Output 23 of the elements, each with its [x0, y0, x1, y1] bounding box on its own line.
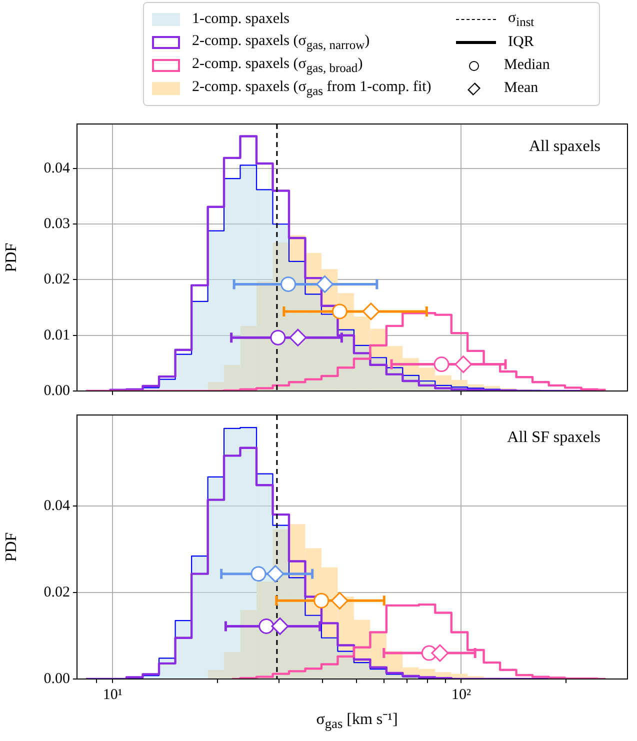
y-tick-label: 0.02 — [44, 584, 70, 600]
legend-label: 2-comp. spaxels (σ$_{gas, broad}$) — [192, 56, 363, 76]
x-tick-label: 10¹ — [102, 686, 122, 703]
text: Median — [504, 57, 550, 74]
y-tick-label: 0.03 — [44, 216, 70, 232]
y-tick-label: 0.00 — [44, 670, 70, 687]
y-tick-label: 0.02 — [44, 272, 70, 288]
text: IQR — [508, 34, 534, 51]
text: Mean — [504, 80, 538, 97]
y-axis-title: PDF — [2, 242, 20, 272]
y-tick-label: 0.00 — [44, 382, 70, 399]
y-tick-label: 0.04 — [44, 160, 70, 176]
y-tick-label: 0.01 — [44, 327, 70, 344]
legend-label: 2-comp. spaxels (σ$_{gas, narrow}$) — [192, 32, 370, 52]
legend-label: 1-comp. spaxels — [192, 11, 290, 28]
annotation: All SF spaxels — [507, 429, 600, 446]
x-axis-title: σ$_{gas}$ [km s⁻¹] — [315, 710, 399, 732]
y-tick-label: 0.04 — [44, 498, 70, 514]
legend-label: σ$_{inst}$ — [508, 10, 534, 30]
legend-label: 2-comp. spaxels (σ$_{gas}$ from 1-comp. fit) — [192, 78, 432, 98]
annotation: All spaxels — [528, 138, 600, 155]
x-tick-label: 10² — [451, 686, 472, 703]
y-axis-title: PDF — [2, 532, 20, 562]
